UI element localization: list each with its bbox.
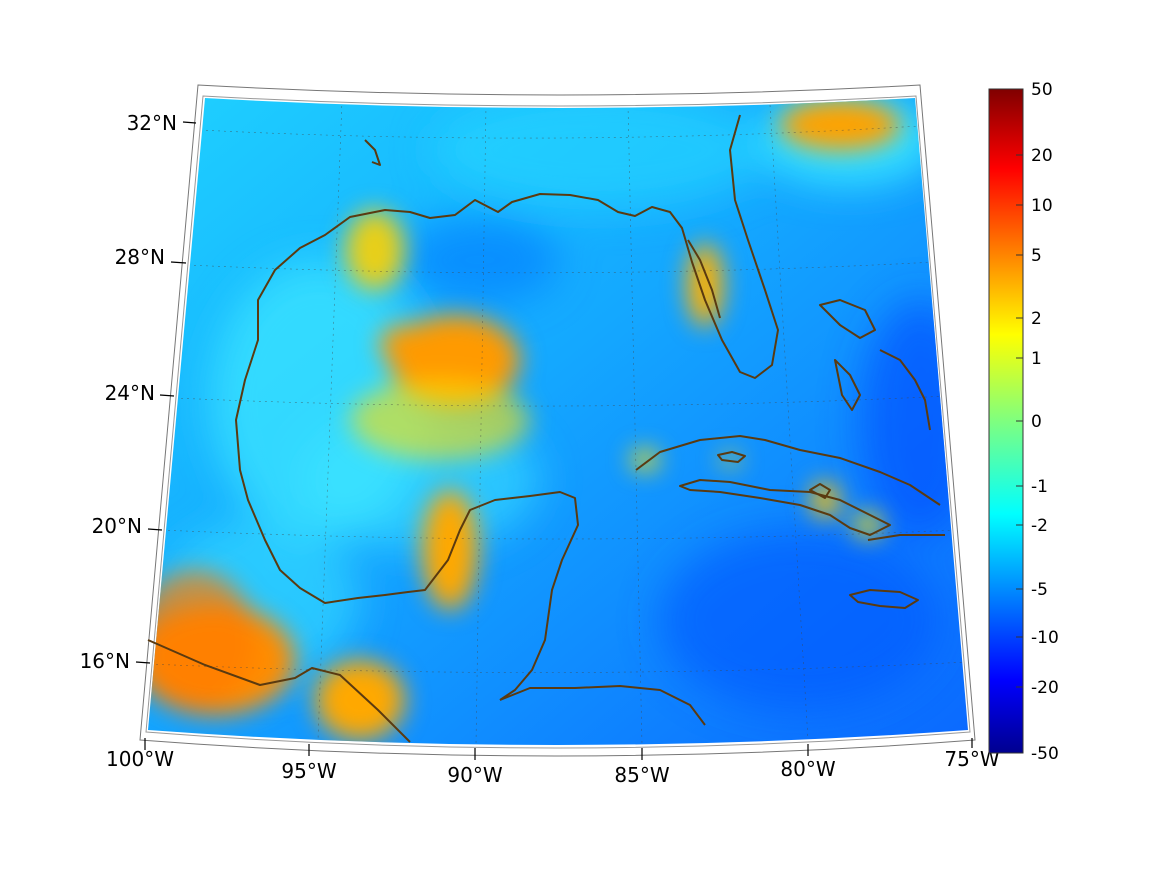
coastlines [147,114,945,743]
data-field [148,98,968,745]
lon-label-80: 80°W [780,757,835,781]
colorbar-tick-label: -2 [1031,516,1048,536]
colorbar-tick-label: 10 [1031,196,1053,216]
graticule [149,99,968,745]
colorbar-tick-label: 1 [1031,349,1042,369]
colorbar-tick-label: 5 [1031,246,1042,266]
lon-label-95: 95°W [281,759,336,783]
colorbar-tick-label: 20 [1031,146,1053,166]
lat-label-16: 16°N [80,649,130,673]
colorbar-tick-label: 2 [1031,309,1042,329]
colorbar-tick-label: 50 [1031,80,1053,100]
lat-label-24: 24°N [105,381,155,405]
lon-label-100: 100°W [106,747,174,771]
lon-label-90: 90°W [447,763,502,787]
latitude-labels: 32°N 28°N 24°N 20°N 16°N [80,111,197,673]
colorbar-tick-label: -10 [1031,628,1059,648]
colorbar-tick-label: -1 [1031,477,1048,497]
lat-label-32: 32°N [127,111,177,135]
lat-label-20: 20°N [92,514,142,538]
longitude-labels: 100°W 95°W 90°W 85°W 80°W 75°W [106,738,1000,787]
colorbar-tick-label: -20 [1031,678,1059,698]
colorbar-tick-label: -50 [1031,744,1059,764]
lat-label-28: 28°N [115,245,165,269]
colorbar-tick-label: 0 [1031,412,1042,432]
colorbar-tick-label: -5 [1031,580,1048,600]
lon-label-85: 85°W [614,763,669,787]
